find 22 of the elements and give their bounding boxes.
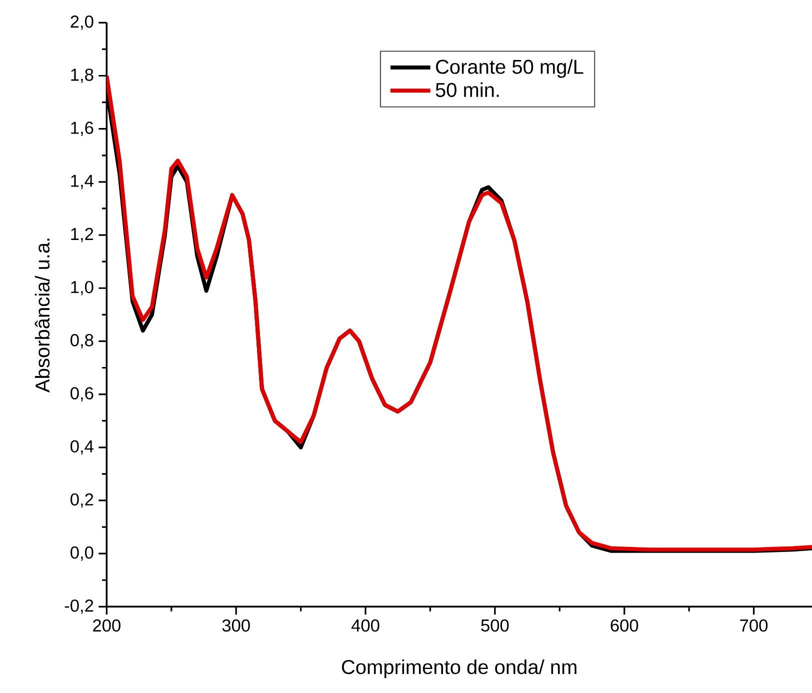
x-tick-label: 600 xyxy=(610,619,638,632)
y-tick-label: 0,0 xyxy=(70,546,94,561)
y-axis-title: Absorbância/ u.a. xyxy=(34,238,50,392)
y-tick-label: 0,4 xyxy=(70,440,94,454)
y-tick-label: -0,2 xyxy=(64,599,94,614)
y-tick-label: 1,6 xyxy=(71,122,94,136)
y-tick-label: 1,8 xyxy=(71,68,94,83)
x-tick-label: 500 xyxy=(481,619,509,632)
x-tick-label: 300 xyxy=(222,619,250,632)
legend-label: 50 min. xyxy=(436,82,499,97)
y-tick-label: 0,8 xyxy=(70,334,94,348)
x-tick-label: 400 xyxy=(351,619,380,632)
y-tick-label: 2,0 xyxy=(70,15,94,30)
y-tick-label: 1,4 xyxy=(71,174,94,189)
y-tick-label: 1,2 xyxy=(71,228,94,242)
legend-label: Corante 50 mg/L xyxy=(436,59,584,78)
x-axis-title: Comprimento de onda/ nm xyxy=(342,659,576,678)
y-tick-label: 0,2 xyxy=(70,493,94,508)
y-tick-label: 0,6 xyxy=(70,386,94,402)
x-tick-label: 200 xyxy=(93,619,120,632)
x-tick-label: 700 xyxy=(740,619,768,632)
y-tick-label: 1,0 xyxy=(71,280,94,296)
